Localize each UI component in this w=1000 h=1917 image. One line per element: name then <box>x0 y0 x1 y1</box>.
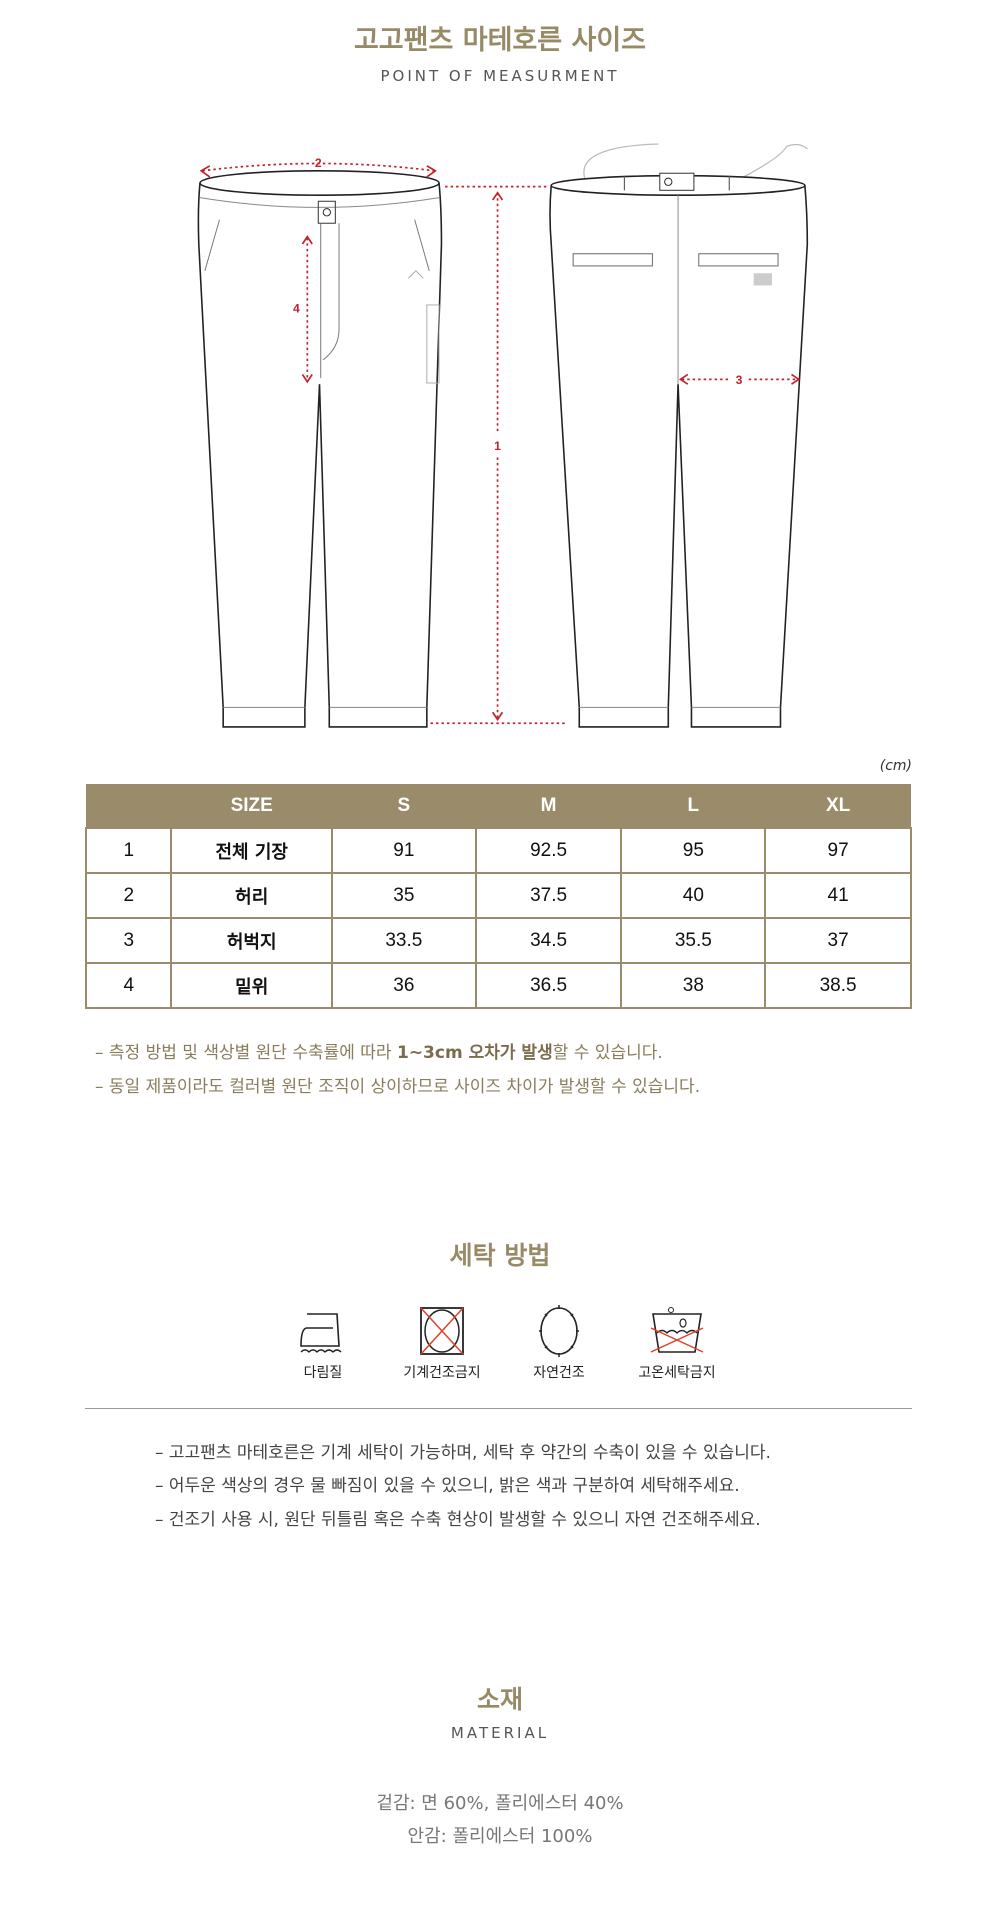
note-text: – 동일 제품이라도 컬러별 원단 조직이 상이하므로 사이즈 차이가 발생할 … <box>95 1077 701 1097</box>
size-value-cell: 38 <box>620 962 767 1009</box>
front-pants-drawing <box>197 170 443 728</box>
washing-title: 세탁 방법 <box>449 1241 551 1270</box>
header-cell: M <box>475 784 622 828</box>
row-number-cell: 1 <box>84 827 173 874</box>
no-tumble-dry-icon <box>412 1306 472 1360</box>
size-subtitle: POINT OF MEASURMENT <box>380 67 620 85</box>
pants-measurement-diagram: 1 2 3 4 <box>197 143 809 728</box>
wash-note: – 건조기 사용 시, 원단 뒤틀림 혹은 수축 현상이 발생할 수 있으니 자… <box>155 1510 761 1530</box>
row-number-cell: 2 <box>84 872 173 919</box>
measurement-lines <box>202 162 798 725</box>
row-number-cell: 4 <box>84 962 173 1009</box>
size-value-cell: 35.5 <box>620 917 767 964</box>
wash-note: – 어두운 색상의 경우 물 빠짐이 있을 수 있으니, 밝은 색과 구분하여 … <box>155 1476 740 1496</box>
size-value-cell: 36 <box>330 962 477 1009</box>
size-value-cell: 41 <box>764 872 912 919</box>
measurement-label-cell: 허벅지 <box>170 917 333 964</box>
measure-label-3: 3 <box>736 373 743 387</box>
material-subtitle: MATERIAL <box>450 1724 550 1742</box>
header-cell: L <box>621 784 766 828</box>
measurement-label-cell: 전체 기장 <box>170 827 333 874</box>
arrow-heads <box>199 165 801 722</box>
measurement-label-cell: 허리 <box>170 872 333 919</box>
iron-icon <box>293 1306 353 1360</box>
note-text: 할 수 있습니다. <box>552 1043 663 1063</box>
table-row: 4 밑위 36 36.5 38 38.5 <box>84 962 912 1009</box>
measure-label-4: 4 <box>293 301 300 315</box>
measure-label-1: 1 <box>494 439 501 453</box>
size-note-1: – 측정 방법 및 색상별 원단 수축률에 따라 1~3cm 오차가 발생할 수… <box>95 1038 663 1063</box>
size-value-cell: 33.5 <box>330 917 477 964</box>
natural-dry-icon <box>529 1304 589 1362</box>
material-lining: 안감: 폴리에스터 100% <box>407 1826 593 1847</box>
size-value-cell: 97 <box>764 827 912 874</box>
note-text: – 측정 방법 및 색상별 원단 수축률에 따라 <box>95 1043 397 1063</box>
wash-note: – 고고팬츠 마테호른은 기계 세탁이 가능하며, 세탁 후 약간의 수축이 있… <box>155 1443 771 1463</box>
size-value-cell: 37.5 <box>474 872 623 919</box>
material-outer: 겉감: 면 60%, 폴리에스터 40% <box>376 1793 624 1814</box>
icon-label: 자연건조 <box>533 1365 585 1381</box>
size-value-cell: 91 <box>330 827 477 874</box>
size-value-cell: 95 <box>620 827 767 874</box>
size-value-cell: 92.5 <box>474 827 623 874</box>
size-note-2: – 동일 제품이라도 컬러별 원단 조직이 상이하므로 사이즈 차이가 발생할 … <box>95 1072 700 1097</box>
row-number-cell: 3 <box>84 917 173 964</box>
header-cell <box>86 784 172 828</box>
table-row: 1 전체 기장 91 92.5 95 97 <box>84 827 912 874</box>
measure-label-2: 2 <box>315 156 322 170</box>
icon-label: 기계건조금지 <box>403 1365 481 1381</box>
table-row: 3 허벅지 33.5 34.5 35.5 37 <box>84 917 912 964</box>
measurement-label-cell: 밑위 <box>170 962 333 1009</box>
icon-label: 고온세탁금지 <box>638 1365 716 1381</box>
size-value-cell: 34.5 <box>474 917 623 964</box>
header-cell: SIZE <box>171 784 332 828</box>
table-header-row: SIZE S M L XL <box>86 784 911 828</box>
size-value-cell: 37 <box>764 917 912 964</box>
material-title: 소재 <box>476 1685 523 1714</box>
size-value-cell: 40 <box>620 872 767 919</box>
back-pants-drawing <box>549 143 809 728</box>
header-cell: S <box>331 784 476 828</box>
no-hot-wash-icon <box>647 1306 707 1360</box>
size-title: 고고팬츠 마테호른 사이즈 <box>353 25 647 56</box>
divider <box>85 1408 912 1409</box>
size-table: SIZE S M L XL 1 전체 기장 91 92.5 95 97 2 허리 35 37.5 4… <box>84 784 912 1009</box>
icon-label: 다림질 <box>303 1365 343 1381</box>
size-value-cell: 38.5 <box>764 962 912 1009</box>
size-value-cell: 36.5 <box>474 962 623 1009</box>
note-emphasis: 1~3cm 오차가 발생 <box>396 1043 553 1063</box>
header-cell: XL <box>765 784 911 828</box>
unit-label: (cm) <box>879 758 912 774</box>
size-value-cell: 35 <box>330 872 477 919</box>
table-row: 2 허리 35 37.5 40 41 <box>84 872 912 919</box>
